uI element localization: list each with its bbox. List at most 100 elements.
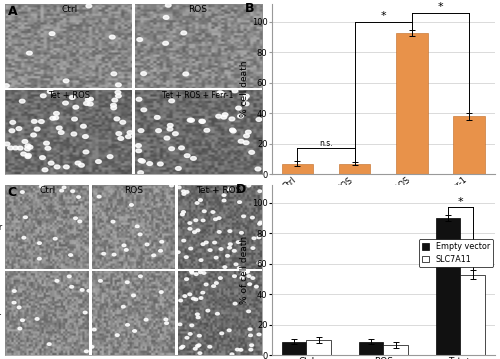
Text: *: * xyxy=(458,197,463,207)
Circle shape xyxy=(236,106,242,110)
Circle shape xyxy=(144,318,148,321)
Circle shape xyxy=(111,220,115,223)
Circle shape xyxy=(102,252,106,255)
Bar xyxy=(282,164,313,174)
Circle shape xyxy=(245,270,249,273)
Legend: Empty vector, SLC7A11: Empty vector, SLC7A11 xyxy=(419,239,493,267)
Circle shape xyxy=(176,167,181,170)
Circle shape xyxy=(80,289,84,291)
Circle shape xyxy=(42,168,48,172)
Circle shape xyxy=(22,237,26,239)
Circle shape xyxy=(188,333,192,335)
Circle shape xyxy=(192,297,196,300)
Circle shape xyxy=(232,89,237,93)
Circle shape xyxy=(194,273,198,275)
Circle shape xyxy=(48,90,53,93)
Circle shape xyxy=(201,292,204,294)
Circle shape xyxy=(18,327,22,330)
Circle shape xyxy=(90,346,94,348)
Circle shape xyxy=(176,251,180,253)
Bar xyxy=(5,89,133,174)
Circle shape xyxy=(56,126,62,130)
Circle shape xyxy=(244,94,249,98)
Bar xyxy=(436,218,460,355)
Circle shape xyxy=(20,191,24,193)
Circle shape xyxy=(246,271,250,273)
Circle shape xyxy=(204,129,210,132)
Circle shape xyxy=(82,135,88,139)
Circle shape xyxy=(226,255,230,257)
Circle shape xyxy=(258,221,262,224)
Circle shape xyxy=(248,283,252,285)
Circle shape xyxy=(164,322,168,325)
Circle shape xyxy=(126,281,129,284)
Circle shape xyxy=(192,231,196,233)
Text: D: D xyxy=(236,183,246,196)
Circle shape xyxy=(188,293,192,295)
Bar xyxy=(89,185,92,355)
Circle shape xyxy=(199,259,203,261)
Circle shape xyxy=(24,216,28,219)
Circle shape xyxy=(226,188,230,190)
Circle shape xyxy=(188,222,192,224)
Circle shape xyxy=(222,194,226,196)
Circle shape xyxy=(9,129,15,132)
Circle shape xyxy=(116,94,121,98)
Circle shape xyxy=(49,32,55,36)
Circle shape xyxy=(256,118,262,121)
Circle shape xyxy=(169,99,174,103)
Circle shape xyxy=(230,353,234,355)
Circle shape xyxy=(228,230,232,232)
Circle shape xyxy=(184,154,190,158)
Circle shape xyxy=(21,152,26,156)
Circle shape xyxy=(27,145,33,149)
Circle shape xyxy=(194,348,197,350)
Circle shape xyxy=(164,15,169,19)
Circle shape xyxy=(250,344,254,346)
Circle shape xyxy=(138,129,144,132)
Circle shape xyxy=(218,91,223,95)
Circle shape xyxy=(31,133,36,137)
Text: ROS: ROS xyxy=(124,186,143,195)
Circle shape xyxy=(77,196,80,198)
Circle shape xyxy=(180,346,183,349)
Circle shape xyxy=(194,219,198,222)
Circle shape xyxy=(168,123,173,127)
Circle shape xyxy=(38,242,42,244)
Circle shape xyxy=(249,349,252,351)
Circle shape xyxy=(216,115,222,118)
Circle shape xyxy=(138,233,142,236)
Circle shape xyxy=(204,241,208,244)
Circle shape xyxy=(78,220,82,223)
Circle shape xyxy=(20,319,24,321)
Circle shape xyxy=(166,3,171,7)
Circle shape xyxy=(18,306,21,309)
Circle shape xyxy=(214,282,218,284)
Circle shape xyxy=(164,318,168,321)
Circle shape xyxy=(242,97,248,100)
Circle shape xyxy=(136,97,142,101)
Circle shape xyxy=(240,276,244,279)
Circle shape xyxy=(116,334,119,336)
Circle shape xyxy=(156,129,162,132)
Circle shape xyxy=(228,243,232,246)
Circle shape xyxy=(152,254,156,257)
Circle shape xyxy=(198,352,202,354)
Circle shape xyxy=(206,309,210,312)
Circle shape xyxy=(181,345,185,348)
Circle shape xyxy=(222,199,226,202)
Circle shape xyxy=(194,298,198,300)
Circle shape xyxy=(218,231,221,233)
Circle shape xyxy=(234,302,237,305)
Text: C: C xyxy=(8,186,16,199)
Circle shape xyxy=(244,134,250,138)
Circle shape xyxy=(35,318,39,320)
Circle shape xyxy=(199,297,203,299)
Bar xyxy=(5,4,133,89)
Circle shape xyxy=(145,243,149,246)
Circle shape xyxy=(258,190,262,192)
Circle shape xyxy=(4,84,9,88)
Circle shape xyxy=(190,271,194,274)
Circle shape xyxy=(228,246,232,249)
Circle shape xyxy=(247,310,250,313)
